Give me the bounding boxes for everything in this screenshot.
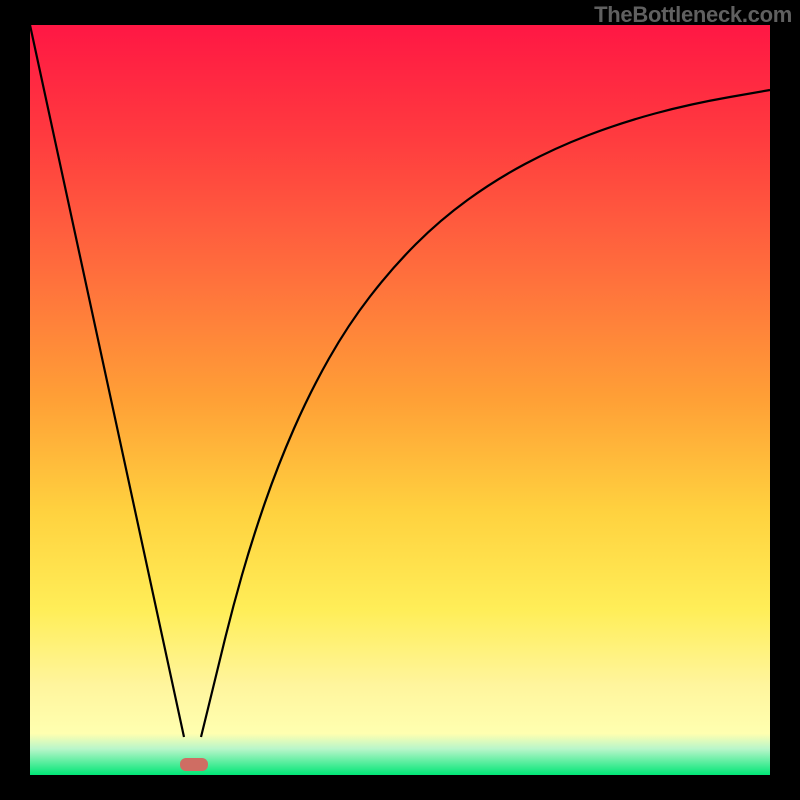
chart-container: TheBottleneck.com: [0, 0, 800, 800]
chart-plot-area: [30, 25, 770, 775]
min-marker: [180, 758, 208, 771]
chart-svg: [0, 0, 800, 800]
watermark-text: TheBottleneck.com: [594, 2, 792, 28]
